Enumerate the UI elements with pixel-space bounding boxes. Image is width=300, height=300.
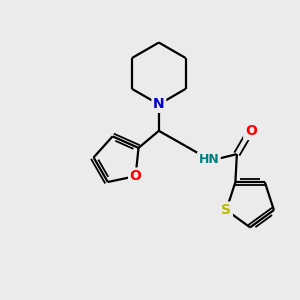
Text: N: N bbox=[153, 98, 165, 111]
Text: O: O bbox=[245, 124, 256, 139]
Text: HN: HN bbox=[199, 153, 219, 166]
Text: O: O bbox=[130, 169, 142, 183]
Text: S: S bbox=[221, 203, 231, 217]
